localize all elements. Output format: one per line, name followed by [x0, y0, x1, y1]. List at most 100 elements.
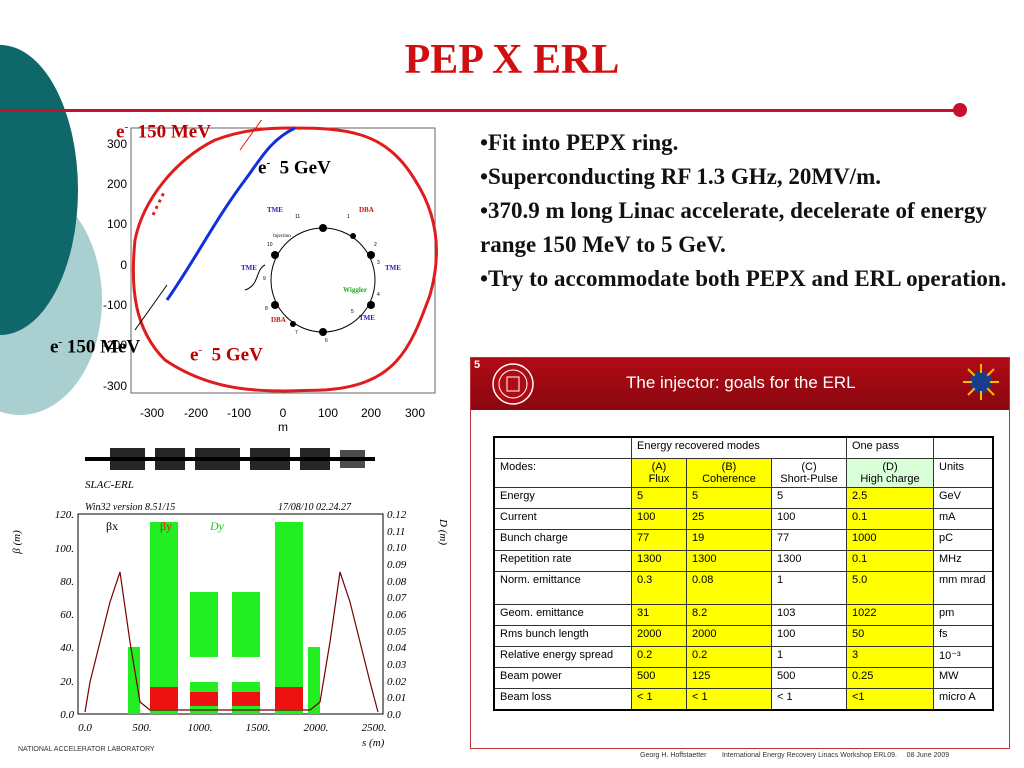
inset-label: DBA: [359, 206, 374, 214]
lattice-ytick: 40.: [60, 642, 74, 654]
table-row: Norm. emittance 0.3 0.08 1 5.0 mm mrad: [493, 571, 994, 605]
lattice-rtick: 0.02: [387, 676, 407, 688]
lattice-rtick: 0.11: [387, 526, 405, 538]
lattice-ytick: 120.: [55, 509, 74, 521]
cornell-seal-icon: [492, 363, 534, 405]
lattice-xtick: 500.: [132, 722, 151, 734]
pepx-ring-path: [131, 126, 439, 393]
table-row: Beam loss < 1 < 1 < 1 <1 micro A: [493, 688, 994, 711]
table-row: Energy 5 5 5 2.5 GeV: [493, 487, 994, 509]
label-mid-5gev: e- 5 GeV: [258, 157, 331, 179]
legend-dy: Dy: [209, 519, 225, 533]
table-row: Bunch charge 77 19 77 1000 pC: [493, 529, 994, 551]
col-header: (C) Short-Pulse: [771, 458, 847, 488]
label-bot-5gev: e- 5 GeV: [190, 344, 263, 366]
table-row: Rms bunch length 2000 2000 100 50 fs: [493, 625, 994, 647]
table-header-row: Modes: (A) Flux (B) Coherence (C) Short-Pul…: [493, 458, 994, 488]
ring-ytick: -100: [103, 298, 127, 312]
lattice-rtick: 0.08: [387, 576, 407, 588]
ring-ytick: -200: [103, 338, 127, 352]
col-header: (B) Coherence: [686, 458, 772, 488]
svg-text:3: 3: [377, 260, 380, 266]
lattice-rtick: 0.0: [387, 709, 401, 721]
inset-label: TME: [385, 264, 401, 272]
injector-footer: Georg H. Hoffstaetter International Ener…: [640, 752, 950, 759]
injector-goals-table: Energy recovered modes One pass Modes: (…: [493, 436, 994, 711]
table-row: Geom. emittance 31 8.2 103 1022 pm: [493, 604, 994, 626]
nsf-logo-icon: [963, 364, 999, 400]
injector-panel: 5 The injector: goals for the ERL Energy…: [470, 357, 1010, 749]
ring-xtick: 0: [280, 406, 287, 420]
lattice-rtick: 0.04: [387, 642, 407, 654]
lattice-ytick: 60.: [60, 609, 74, 621]
group-header: Energy recovered modes: [631, 436, 847, 459]
label-bot-150mev: e- 150 MeV: [50, 336, 141, 358]
ring-xtick: 100: [318, 406, 338, 420]
ring-xtick: -300: [140, 406, 164, 420]
group-header: One pass: [846, 436, 934, 459]
ring-ytick: -300: [103, 379, 127, 393]
svg-text:4: 4: [377, 292, 380, 298]
svg-text:1: 1: [347, 214, 350, 220]
lattice-ytick: 0.0: [60, 709, 74, 721]
svg-text:2: 2: [374, 242, 377, 248]
lattice-version: Win32 version 8.51/15: [85, 502, 175, 513]
col-header: Modes:: [493, 458, 632, 488]
lattice-strip: [85, 448, 375, 470]
inset-label: TME: [267, 206, 283, 214]
lattice-xtick: 2000.: [304, 722, 329, 734]
ring-inset-diagram: TME DBA TME TME Wiggler DBA TME Injectio…: [241, 206, 401, 344]
title-rule-dot: [953, 103, 967, 117]
ring-xlabel: m: [278, 420, 288, 434]
inset-label: TME: [359, 314, 375, 322]
ring-plot: 300 200 100 0 -100 -200 -300 -300 -200 -…: [103, 120, 439, 434]
table-row: Beam power 500 125 500 0.25 MW: [493, 667, 994, 689]
svg-text:11: 11: [295, 214, 300, 220]
bullet-list: •Fit into PEPX ring. •Superconducting RF…: [480, 126, 1010, 296]
lattice-xtick: 2500.: [362, 722, 387, 734]
col-header: (D) High charge: [846, 458, 934, 488]
lattice-rtick: 0.10: [387, 542, 407, 554]
ring-plot-frame: [130, 127, 436, 394]
table-row: Repetition rate 1300 1300 1300 0.1 MHz: [493, 550, 994, 572]
injector-header: [471, 358, 1009, 410]
lattice-rtick: 0.06: [387, 609, 407, 621]
ring-xtick: -100: [227, 406, 251, 420]
inset-label: DBA: [271, 316, 286, 324]
lattice-ytick: 20.: [60, 676, 74, 688]
lattice-ylabel-right: D (m): [437, 518, 449, 545]
bullet-item: •Fit into PEPX ring.: [480, 130, 679, 155]
lattice-rtick: 0.03: [387, 659, 407, 671]
col-header: (A) Flux: [631, 458, 687, 488]
legend-betay: βy: [160, 519, 172, 533]
lattice-rtick: 0.12: [387, 509, 407, 521]
label-top-150mev: e- 150 MeV: [116, 121, 211, 143]
svg-text:6: 6: [325, 338, 328, 344]
lattice-name: SLAC-ERL: [85, 479, 134, 491]
lattice-ylabel-left: β (m): [11, 530, 23, 555]
col-header: Units: [933, 458, 994, 488]
lattice-ytick: 80.: [60, 576, 74, 588]
lattice-plot: SLAC-ERL Win32 version 8.51/15 17/08/10 …: [11, 447, 449, 749]
lattice-xlabel: s (m): [362, 737, 385, 749]
arrow-out: [239, 120, 263, 151]
slac-footer: NATIONAL ACCELERATOR LABORATORY: [18, 746, 155, 753]
injector-title: The injector: goals for the ERL: [626, 373, 856, 392]
slide-title: PEP X ERL: [404, 37, 620, 83]
bullet-item: •Superconducting RF 1.3 GHz, 20MV/m.: [480, 164, 881, 189]
lattice-timestamp: 17/08/10 02.24.27: [278, 502, 352, 513]
lattice-rtick: 0.09: [387, 559, 407, 571]
lattice-xtick: 1000.: [188, 722, 213, 734]
ring-ytick: 100: [107, 217, 127, 231]
decorative-circles: [0, 45, 102, 415]
lattice-frame: [77, 513, 384, 715]
inset-label: Wiggler: [343, 286, 367, 294]
betay-series: [150, 687, 303, 709]
lattice-xtick: 1500.: [246, 722, 271, 734]
table-row: Relative energy spread 0.2 0.2 1 3 10⁻³: [493, 646, 994, 668]
linac-dotted: [151, 189, 167, 216]
ring-ytick: 300: [107, 137, 127, 151]
inset-label: Injection: [273, 234, 291, 239]
bullet-item: •370.9 m long Linac accelerate, decelera…: [480, 198, 987, 257]
svg-text:7: 7: [295, 330, 298, 336]
